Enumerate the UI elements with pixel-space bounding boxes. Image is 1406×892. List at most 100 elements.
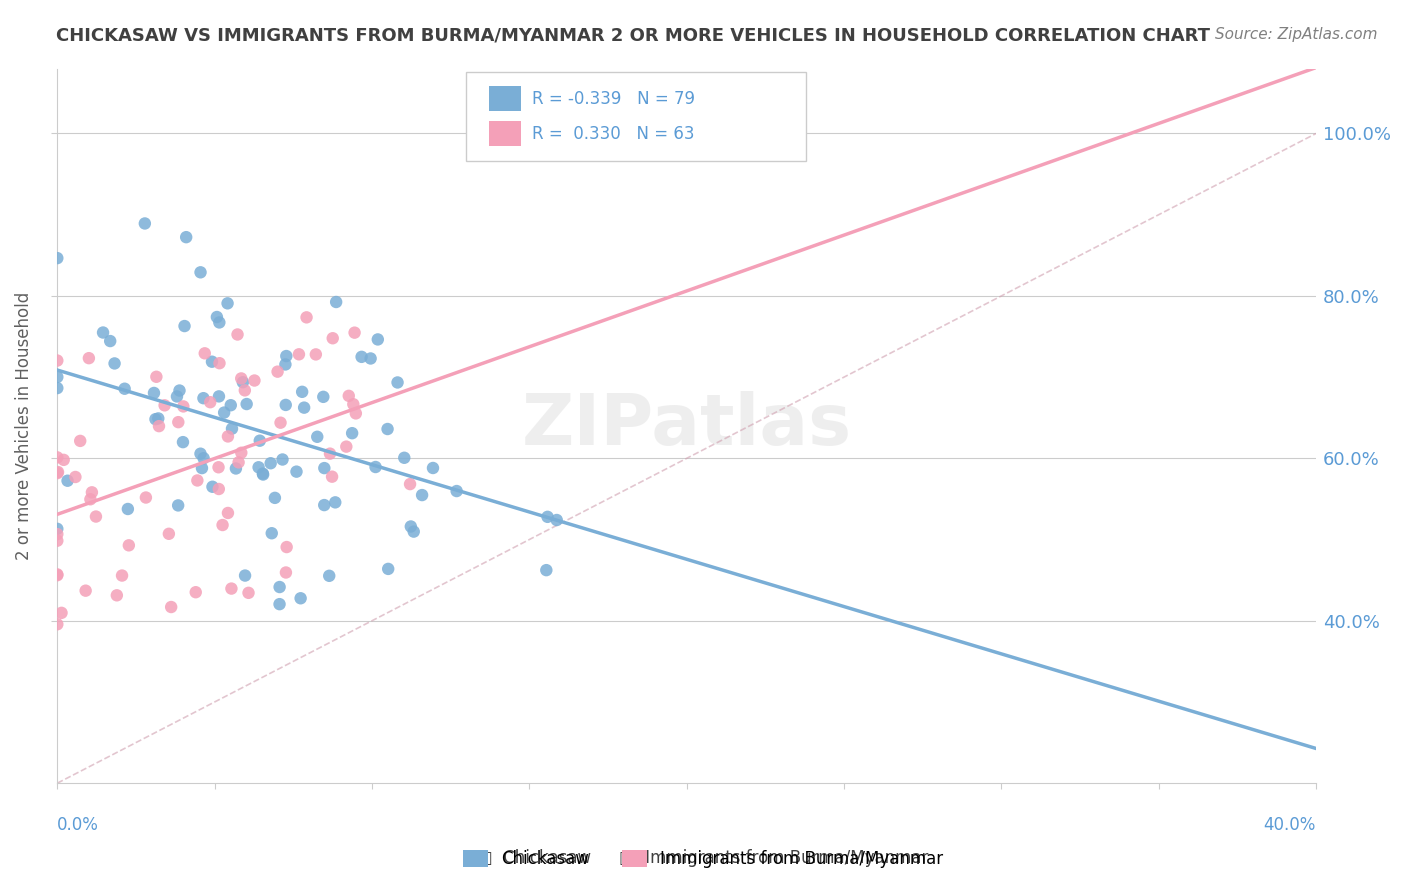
Bar xyxy=(489,120,520,145)
Point xyxy=(232,376,254,390)
Point xyxy=(377,562,399,576)
Point xyxy=(84,509,107,524)
Point xyxy=(536,563,558,577)
Point xyxy=(249,434,271,448)
Point xyxy=(191,461,214,475)
Point xyxy=(46,617,69,632)
Point xyxy=(536,509,558,524)
Point xyxy=(184,585,207,599)
Point xyxy=(364,460,387,475)
Point xyxy=(193,451,215,466)
Point xyxy=(274,566,297,580)
Point xyxy=(207,460,229,475)
Point xyxy=(307,430,329,444)
Point xyxy=(117,502,139,516)
Point xyxy=(285,465,308,479)
Point xyxy=(56,474,79,488)
Point xyxy=(46,568,69,582)
Point xyxy=(46,370,69,384)
Point xyxy=(174,230,197,244)
Point xyxy=(148,419,170,434)
Point xyxy=(145,369,167,384)
Point xyxy=(186,474,208,488)
Text: ZIPatlas: ZIPatlas xyxy=(522,392,852,460)
Point xyxy=(260,456,283,470)
Point xyxy=(135,491,157,505)
Point xyxy=(208,315,231,329)
Point xyxy=(269,580,291,594)
Point xyxy=(335,440,357,454)
Point xyxy=(157,526,180,541)
Point xyxy=(208,389,231,403)
Point xyxy=(305,347,328,361)
Point xyxy=(103,356,125,370)
Point xyxy=(205,310,228,324)
Point xyxy=(290,591,312,606)
Point xyxy=(217,296,239,310)
Point xyxy=(217,506,239,520)
Point xyxy=(145,412,167,426)
Point xyxy=(201,354,224,368)
Point xyxy=(75,583,97,598)
Point xyxy=(46,381,69,395)
Legend: Chickasaw, Immigrants from Burma/Myanmar: Chickasaw, Immigrants from Burma/Myanmar xyxy=(456,843,950,875)
Point xyxy=(344,406,367,420)
Point xyxy=(276,540,298,554)
Point xyxy=(148,411,170,425)
Point xyxy=(252,467,274,482)
Point xyxy=(402,524,425,539)
Point xyxy=(231,446,253,460)
Point xyxy=(167,415,190,429)
Text: 40.0%: 40.0% xyxy=(1264,815,1316,834)
Point xyxy=(319,447,342,461)
Point xyxy=(323,495,346,509)
Point xyxy=(235,397,257,411)
Point xyxy=(247,460,270,475)
Point xyxy=(46,353,69,368)
Point xyxy=(190,447,212,461)
Point xyxy=(219,398,242,412)
Point xyxy=(160,600,183,615)
Point xyxy=(172,400,194,414)
Point xyxy=(377,422,399,436)
Point xyxy=(221,582,243,596)
Point xyxy=(260,526,283,541)
Point xyxy=(411,488,433,502)
Point xyxy=(360,351,382,366)
Point xyxy=(274,358,297,372)
Point xyxy=(46,251,69,265)
Point xyxy=(46,533,69,548)
Point xyxy=(394,450,416,465)
Point xyxy=(312,390,335,404)
Point xyxy=(80,485,103,500)
Text: R = -0.339   N = 79: R = -0.339 N = 79 xyxy=(531,90,695,108)
Point xyxy=(46,465,69,479)
Point xyxy=(200,395,222,409)
Point xyxy=(46,450,69,465)
Point xyxy=(264,491,287,505)
Point xyxy=(252,467,274,481)
Text: CHICKASAW VS IMMIGRANTS FROM BURMA/MYANMAR 2 OR MORE VEHICLES IN HOUSEHOLD CORRE: CHICKASAW VS IMMIGRANTS FROM BURMA/MYANM… xyxy=(56,27,1211,45)
Point xyxy=(387,376,409,390)
Point xyxy=(399,477,422,491)
Point xyxy=(153,398,176,412)
Point xyxy=(201,480,224,494)
Point xyxy=(217,429,239,443)
Point xyxy=(266,365,288,379)
Point xyxy=(350,350,373,364)
Point xyxy=(322,331,344,345)
Point xyxy=(233,384,256,398)
Bar xyxy=(489,87,520,112)
Text: 0.0%: 0.0% xyxy=(58,815,100,834)
Point xyxy=(276,349,298,363)
Point xyxy=(367,333,389,347)
Point xyxy=(194,346,217,360)
Point xyxy=(166,389,188,403)
Point xyxy=(65,470,87,484)
Point xyxy=(167,499,190,513)
Point xyxy=(172,435,194,450)
Text: Source: ZipAtlas.com: Source: ZipAtlas.com xyxy=(1215,27,1378,42)
Point xyxy=(342,397,364,411)
Point xyxy=(190,265,212,279)
Point xyxy=(343,326,366,340)
